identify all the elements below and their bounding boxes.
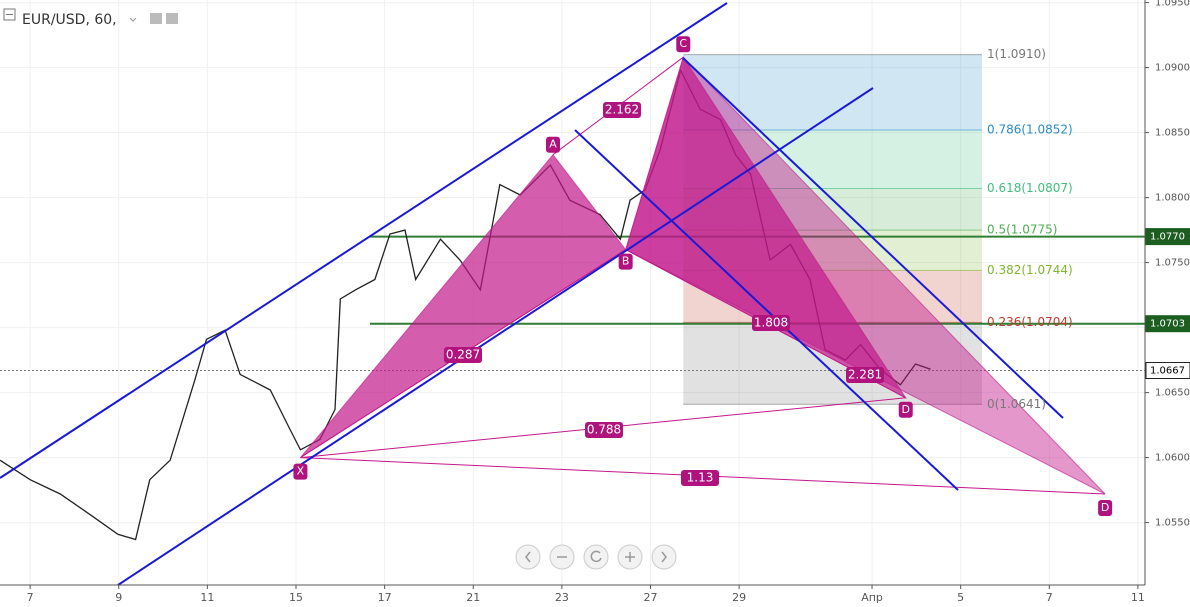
ratio-label-box	[681, 470, 719, 486]
ratio-label: 1.13	[687, 471, 714, 485]
scroll-left-button[interactable]	[515, 544, 541, 570]
x-tick-label: 21	[466, 591, 480, 604]
y-tick-label: 1.0800	[1155, 193, 1190, 204]
collapse-icon[interactable]	[3, 8, 16, 21]
price-axis	[1145, 0, 1190, 607]
scroll-right-button[interactable]	[651, 544, 677, 570]
x-tick-label: 11	[200, 591, 214, 604]
x-tick-label: 11	[1131, 591, 1145, 604]
y-tick-label: 1.0650	[1155, 388, 1190, 399]
price-tag-label: 1.0703	[1150, 319, 1185, 330]
channel-line	[574, 129, 959, 491]
price-tag-label: 1.0770	[1150, 232, 1185, 243]
x-tick-label: 15	[289, 591, 303, 604]
price-tag-label: 1.0667	[1150, 366, 1185, 377]
point-label: D	[901, 403, 909, 416]
fib-label: 1(1.0910)	[987, 47, 1046, 61]
x-tick-label: 23	[555, 591, 569, 604]
x-tick-label: 7	[27, 591, 34, 604]
x-tick-label: Апр	[861, 591, 883, 604]
y-tick-label: 1.0950	[1155, 0, 1190, 9]
fib-label: 0.786(1.0852)	[987, 123, 1073, 137]
dropdown-icon[interactable]	[129, 17, 137, 22]
labels: 1(1.0910) 0.786(1.0852) 0.618(1.0807) 0.5(1…	[293, 36, 1113, 516]
reset-button[interactable]	[583, 544, 609, 570]
point-label: B	[622, 255, 630, 268]
fib-zone	[683, 54, 982, 130]
y-tick-label: 1.0600	[1155, 453, 1190, 464]
price-tag	[1145, 228, 1190, 246]
y-tick-label: 1.0850	[1155, 128, 1190, 139]
point-label-box	[676, 36, 691, 53]
ratio-label: 0.287	[446, 348, 480, 362]
point-label: C	[679, 37, 687, 50]
axes: 1.05501.06001.06501.07001.07501.08001.08…	[27, 0, 1190, 604]
point-label: X	[297, 465, 305, 478]
channel-line	[117, 87, 874, 586]
button-glyphs	[525, 551, 667, 563]
ratio-label-box	[585, 422, 623, 438]
button-glyphs	[590, 550, 602, 563]
price-tag	[1145, 315, 1190, 333]
fib-label: 0(1.0641)	[987, 397, 1046, 411]
settings-icon[interactable]	[166, 13, 178, 24]
ratio-label: 0.788	[587, 423, 621, 437]
channels	[0, 2, 1064, 586]
ratio-label-box	[444, 347, 482, 363]
fib-label: 0.5(1.0775)	[987, 223, 1057, 237]
point-label-box	[293, 463, 308, 480]
x-tick-label: 5	[957, 591, 964, 604]
symbol-title: EUR/USD, 60,	[22, 12, 117, 28]
y-tick-label: 1.0550	[1155, 518, 1190, 529]
ratio-label-box	[846, 367, 884, 383]
y-tick-label: 1.0900	[1155, 63, 1190, 74]
y-tick-label: 1.0750	[1155, 258, 1190, 269]
ratio-label-box	[752, 315, 790, 331]
ratio-label: 2.281	[848, 368, 882, 382]
fib-label: 0.382(1.0744)	[987, 263, 1073, 277]
channel-line	[0, 2, 728, 479]
header: EUR/USD, 60,	[3, 8, 178, 28]
x-tick-label: 9	[115, 591, 122, 604]
x-tick-label: 7	[1046, 591, 1053, 604]
ratio-label: 2.162	[605, 103, 639, 117]
x-tick-label: 29	[732, 591, 746, 604]
point-label-box	[546, 136, 561, 153]
ratio-label-box	[603, 102, 641, 118]
harmonic-patterns	[300, 56, 1106, 495]
x-tick-label: 17	[378, 591, 392, 604]
price-tag	[1145, 362, 1190, 379]
x-tick-label: 27	[643, 591, 657, 604]
point-label-box	[618, 253, 633, 270]
point-label: A	[549, 138, 557, 151]
fib-label: 0.236(1.0704)	[987, 315, 1073, 329]
ratio-label: 1.808	[754, 316, 788, 330]
point-label: D	[1101, 501, 1109, 514]
point-label-box	[1098, 500, 1113, 516]
visibility-icon[interactable]	[150, 13, 162, 24]
point-label-box	[898, 401, 913, 418]
zoom-controls	[515, 544, 677, 570]
channel-line	[682, 57, 1064, 419]
fib-label: 0.618(1.0807)	[987, 181, 1073, 195]
